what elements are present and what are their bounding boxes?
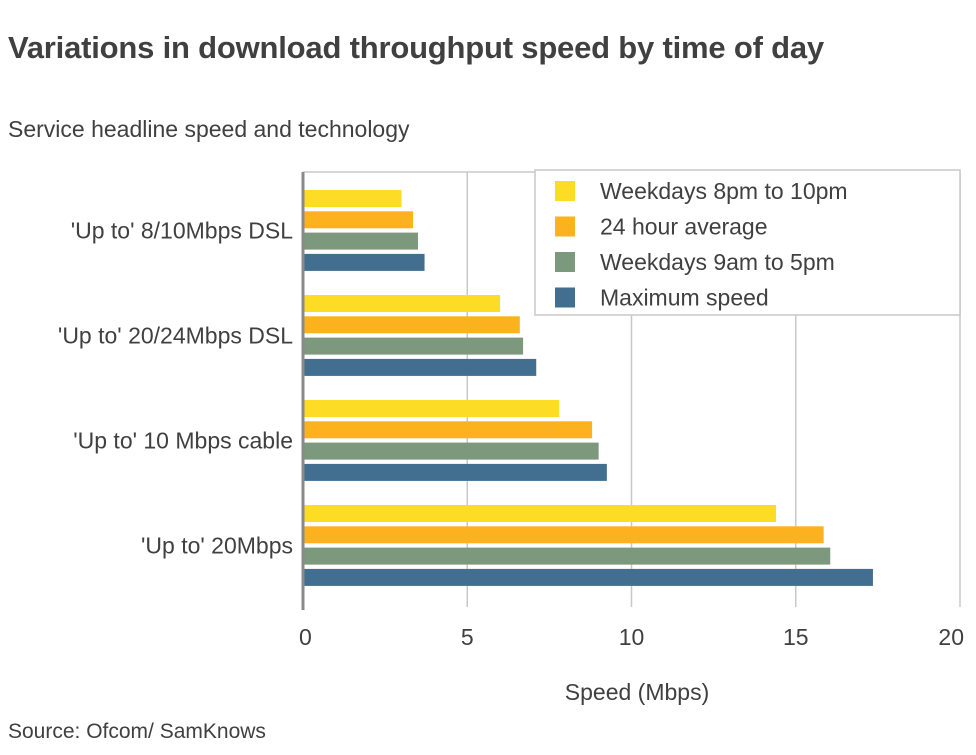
x-tick-label: 5 — [461, 624, 474, 650]
x-tick-label: 15 — [783, 624, 809, 650]
legend-label: Maximum speed — [600, 285, 769, 311]
x-tick-label: 10 — [619, 624, 645, 650]
category-label: 'Up to' 10 Mbps cable — [73, 427, 293, 453]
legend-swatch — [555, 287, 575, 308]
bar-3-2 — [303, 421, 593, 439]
legend-swatch — [555, 181, 575, 201]
x-axis-label: Speed (Mbps) — [565, 679, 709, 705]
bar-1-4 — [303, 253, 425, 271]
source-note: Source: Ofcom/ SamKnows — [8, 720, 266, 743]
bar-1-2 — [303, 211, 414, 229]
bar-1-1 — [303, 190, 402, 207]
legend-swatch — [555, 216, 575, 237]
bar-2-2 — [303, 316, 520, 334]
category-label: 'Up to' 8/10Mbps DSL — [71, 217, 293, 243]
legend: Weekdays 8pm to 10pm 24 hour average Weekd… — [534, 169, 961, 316]
bar-4-2 — [303, 526, 824, 544]
legend-label: 24 hour average — [600, 214, 768, 240]
category-label: 'Up to' 20Mbps — [141, 532, 293, 558]
bar-3-3 — [303, 442, 599, 460]
legend-box — [534, 169, 961, 316]
bar-3-1 — [303, 400, 560, 417]
category-label: 'Up to' 20/24Mbps DSL — [58, 322, 293, 348]
chart-title: Variations in download throughput speed … — [8, 30, 824, 65]
bar-4-3 — [303, 547, 831, 565]
bar-3-4 — [303, 463, 607, 481]
bar-4-1 — [303, 505, 777, 522]
legend-label: Weekdays 9am to 5pm — [600, 249, 835, 275]
axes: 'Up to' 8/10Mbps DSL 'Up to' 20/24Mbps DS… — [58, 172, 964, 650]
x-tick-label: 0 — [299, 624, 312, 650]
bars — [303, 190, 873, 586]
chart-subtitle: Service headline speed and technology — [8, 116, 410, 142]
bar-2-3 — [303, 337, 524, 355]
legend-swatch — [555, 252, 575, 272]
bar-2-1 — [303, 295, 501, 312]
bar-4-4 — [303, 568, 873, 586]
x-tick-label: 20 — [938, 624, 964, 650]
legend-label: Weekdays 8pm to 10pm — [600, 178, 848, 204]
bar-2-4 — [303, 358, 537, 376]
bar-1-3 — [303, 232, 418, 250]
